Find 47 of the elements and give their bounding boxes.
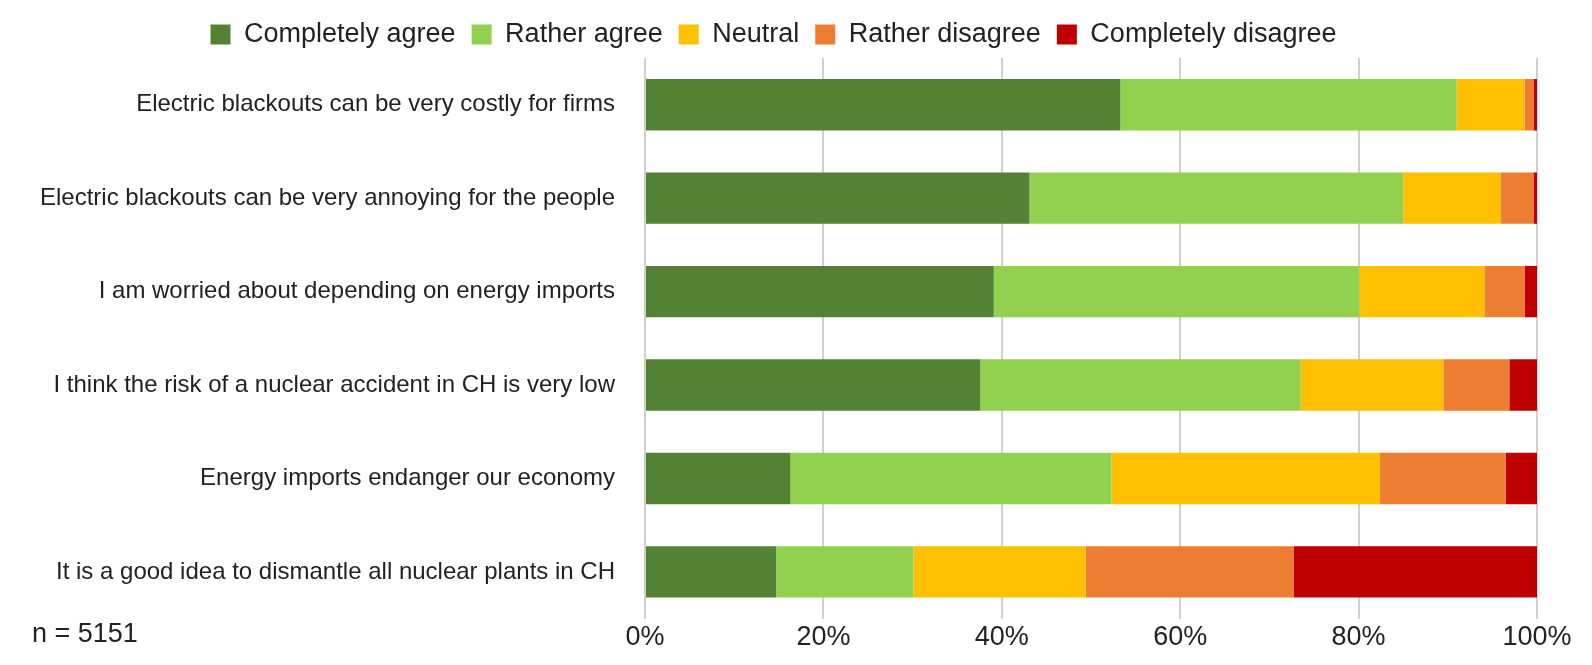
bar bbox=[1443, 359, 1510, 411]
legend-label: Completely agree bbox=[244, 17, 456, 48]
bar bbox=[993, 265, 1360, 318]
x-tick-label: 40% bbox=[974, 621, 1029, 652]
bar bbox=[1505, 452, 1537, 505]
legend-label: Neutral bbox=[712, 17, 800, 48]
bar bbox=[790, 452, 1112, 505]
y-tick-label: Electric blackouts can be very costly for firms bbox=[136, 89, 615, 117]
x-tick-label: 80% bbox=[1331, 621, 1386, 652]
bar bbox=[913, 546, 1086, 598]
legend-label: Rather agree bbox=[505, 17, 663, 48]
x-tick-label: 0% bbox=[625, 621, 665, 652]
bar bbox=[1533, 79, 1537, 131]
bar bbox=[980, 359, 1301, 411]
y-tick-label: Energy imports endanger our economy bbox=[200, 463, 615, 491]
legend-label: Completely disagree bbox=[1090, 17, 1337, 48]
x-tick-label: 20% bbox=[796, 621, 851, 652]
y-tick-label: I am worried about depending on energy imports bbox=[98, 276, 615, 304]
bar bbox=[1293, 546, 1537, 598]
bar bbox=[1359, 265, 1485, 318]
bar bbox=[646, 546, 777, 598]
x-tick-label: 100% bbox=[1502, 621, 1572, 652]
bar bbox=[1456, 79, 1525, 131]
bar bbox=[646, 79, 1121, 131]
y-tick-label: I think the risk of a nuclear accident in CH is very low bbox=[53, 369, 616, 397]
bar bbox=[1085, 546, 1294, 598]
bar bbox=[1484, 265, 1525, 318]
bar bbox=[646, 265, 994, 318]
legend-label: Rather disagree bbox=[848, 17, 1041, 48]
text: n = 5151 bbox=[32, 618, 138, 649]
y-tick-label: It is a good idea to dismantle all nuclear plants in CH bbox=[56, 556, 615, 584]
x-tick-label: 60% bbox=[1153, 621, 1208, 652]
bar bbox=[776, 546, 914, 598]
bar bbox=[1500, 172, 1534, 224]
bar bbox=[646, 172, 1030, 224]
bar bbox=[646, 452, 791, 505]
bar bbox=[1380, 452, 1506, 505]
bar bbox=[1111, 452, 1381, 505]
bar bbox=[1509, 359, 1537, 411]
bar bbox=[646, 359, 981, 411]
bar bbox=[1120, 79, 1457, 131]
bar bbox=[1533, 172, 1537, 224]
bar bbox=[1300, 359, 1444, 411]
bar bbox=[1029, 172, 1404, 224]
y-tick-label: Electric blackouts can be very annoying for the people bbox=[39, 182, 615, 210]
bar bbox=[1524, 265, 1537, 318]
bar bbox=[1403, 172, 1501, 224]
